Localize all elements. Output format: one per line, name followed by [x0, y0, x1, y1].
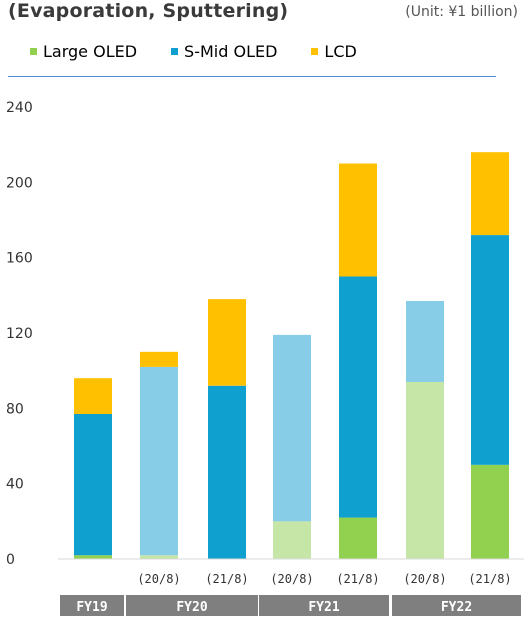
- fiscal-year-band: [259, 595, 389, 616]
- bar-segment: [140, 366, 178, 556]
- fiscal-year-band: [126, 595, 258, 616]
- legend-swatch-s-mid-oled: [171, 47, 179, 55]
- bar-sublabel: (21/8): [468, 572, 511, 586]
- y-tick-label: 240: [6, 100, 33, 116]
- bar-segment: [140, 555, 178, 559]
- legend-label-s-mid-oled: S-Mid OLED: [184, 41, 278, 61]
- bar-sublabel: (21/8): [205, 572, 248, 586]
- bar-segment: [339, 276, 377, 518]
- y-tick-label: 80: [6, 401, 24, 417]
- bar-segment: [339, 163, 377, 277]
- bar-segment: [273, 334, 311, 522]
- bar-segment: [406, 381, 444, 559]
- y-tick-label: 40: [6, 477, 24, 493]
- fiscal-year-label: FY19: [76, 600, 107, 615]
- legend-item-s-mid-oled: S-Mid OLED: [171, 42, 277, 61]
- bar-sublabel: (20/8): [403, 572, 446, 586]
- fiscal-year-band: [60, 595, 124, 616]
- bar-segment: [471, 464, 509, 559]
- bar-segment: [208, 385, 246, 559]
- unit-label: (Unit: ¥1 billion): [405, 4, 518, 20]
- legend-divider: [8, 76, 496, 77]
- legend-item-lcd: LCD: [311, 41, 357, 61]
- y-tick-label: 160: [6, 251, 33, 267]
- bar-segment: [74, 378, 112, 414]
- y-tick-label: 200: [6, 175, 33, 191]
- bar-segment: [208, 299, 246, 386]
- bar-segment: [471, 235, 509, 465]
- legend-swatch-lcd: [311, 47, 319, 55]
- legend-label-lcd: LCD: [324, 41, 357, 61]
- bar-segment: [140, 351, 178, 367]
- legend-swatch-large-oled: [30, 47, 37, 55]
- fiscal-year-band: [392, 595, 521, 616]
- bar-segment: [273, 521, 311, 559]
- y-tick-label: 0: [6, 552, 15, 568]
- y-tick-label: 120: [6, 326, 33, 342]
- bar-segment: [471, 152, 509, 236]
- fiscal-year-label: FY20: [176, 600, 207, 615]
- bar-sublabel: (21/8): [336, 572, 379, 586]
- bar-sublabel: (20/8): [137, 572, 180, 586]
- legend-item-large-oled: Large OLED: [30, 42, 137, 61]
- legend-label-large-oled: Large OLED: [43, 41, 138, 61]
- chart-title: (Evaporation, Sputtering): [8, 0, 289, 22]
- bar-segment: [74, 413, 112, 556]
- bar-segment: [74, 555, 112, 559]
- bar-segment: [339, 517, 377, 559]
- legend: Large OLED S-Mid OLED LCD: [30, 40, 357, 62]
- fiscal-year-label: FY22: [441, 600, 472, 615]
- bar-segment: [406, 300, 444, 382]
- bar-sublabel: (20/8): [270, 572, 313, 586]
- fiscal-year-label: FY21: [308, 600, 339, 615]
